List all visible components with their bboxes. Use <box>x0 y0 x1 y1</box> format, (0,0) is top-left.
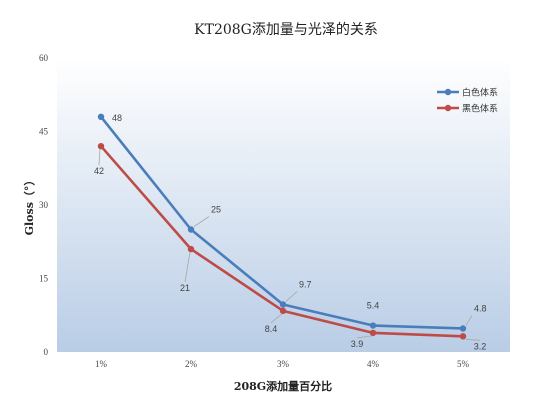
y-tick-label: 45 <box>39 127 49 137</box>
data-point <box>97 143 105 150</box>
label-leader-line <box>193 216 210 227</box>
label-leader-line <box>356 335 373 339</box>
y-tick-label: 30 <box>39 200 49 210</box>
x-tick-label: 5% <box>457 359 470 369</box>
y-axis: 0 15 30 45 60 <box>39 53 49 357</box>
data-label: 9.7 <box>299 279 312 289</box>
label-leader-line <box>285 291 298 302</box>
series-2: 42 21 8.4 3.9 3.2 <box>94 143 486 351</box>
series-layer: 48 25 9.7 5.4 4.8 42 21 8.4 3.9 3.2 <box>94 113 487 352</box>
data-point <box>187 226 195 233</box>
data-label: 8.4 <box>265 324 278 334</box>
legend-label: 白色体系 <box>462 87 498 99</box>
y-axis-title: Gloss（°） <box>23 175 36 236</box>
data-point <box>459 325 467 332</box>
label-leader-line <box>98 149 101 166</box>
legend-item: 黑色体系 <box>437 103 498 115</box>
data-label: 25 <box>211 205 221 215</box>
x-axis-title: 208G添加量百分比 <box>234 379 332 393</box>
data-point <box>187 245 195 253</box>
data-label: 21 <box>180 283 190 293</box>
data-label: 3.2 <box>474 341 487 351</box>
data-label: 4.8 <box>474 303 487 313</box>
series-1: 48 25 9.7 5.4 4.8 <box>97 113 487 332</box>
x-axis: 1% 2% 3% 4% 5% <box>95 359 470 369</box>
data-point <box>279 307 287 315</box>
y-tick-label: 0 <box>44 347 49 357</box>
data-point <box>459 333 467 340</box>
data-point <box>97 113 105 121</box>
label-leader-line <box>465 315 473 326</box>
data-label: 48 <box>112 113 122 123</box>
legend-label: 黑色体系 <box>462 103 498 115</box>
data-point <box>369 322 377 329</box>
y-tick-label: 15 <box>39 274 49 284</box>
legend-marker <box>444 104 452 112</box>
label-leader-line <box>184 252 191 283</box>
label-leader-line <box>270 313 283 324</box>
y-tick-label: 60 <box>39 53 49 63</box>
x-tick-label: 1% <box>95 359 108 369</box>
legend-marker <box>444 88 452 96</box>
data-label: 5.4 <box>367 301 380 311</box>
data-point <box>369 329 377 337</box>
data-point <box>279 301 287 308</box>
data-label: 42 <box>94 166 104 176</box>
x-tick-label: 2% <box>185 359 198 369</box>
legend-item: 白色体系 <box>437 87 498 99</box>
chart-title: KT208G添加量与光泽的关系 <box>194 22 378 38</box>
label-leader-line <box>465 338 481 341</box>
x-tick-label: 4% <box>367 359 380 369</box>
x-tick-label: 3% <box>277 359 290 369</box>
data-label: 3.9 <box>351 339 364 349</box>
